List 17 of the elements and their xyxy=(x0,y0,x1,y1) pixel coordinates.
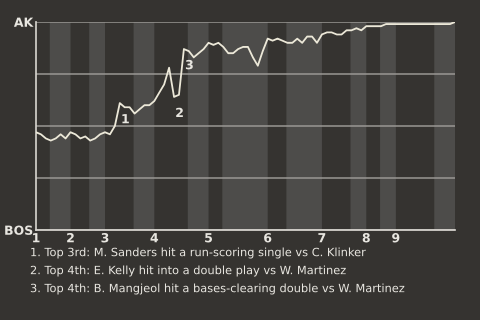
category-label: BOS xyxy=(5,225,32,235)
x-tick-label: 3 xyxy=(102,233,108,242)
x-tick-label: 6 xyxy=(264,233,272,242)
x-tick-label: 1 xyxy=(33,233,40,242)
x-tick-label: 7 xyxy=(318,233,326,242)
x-tick-label: 2 xyxy=(67,233,74,242)
category-label: AK xyxy=(14,18,34,27)
x-tick-label: 8 xyxy=(362,233,370,242)
annotation: 2 xyxy=(176,108,183,117)
annotation: 3 xyxy=(186,60,193,70)
annotation: 1 xyxy=(122,114,129,124)
x-tick-label: 4 xyxy=(150,233,158,242)
text: 2. Top 4th: E. Kelly hit into a double play vs W. Martinez xyxy=(30,265,346,277)
x-tick-label: 5 xyxy=(205,233,212,242)
text: 3. Top 4th: B. Mangjeol hit a bases-clearing double vs W. Martinez xyxy=(30,283,404,295)
text: 1. Top 3rd: M. Sanders hit a run-scoring single vs C. Klinker xyxy=(31,247,366,259)
x-tick-label: 9 xyxy=(392,233,400,242)
